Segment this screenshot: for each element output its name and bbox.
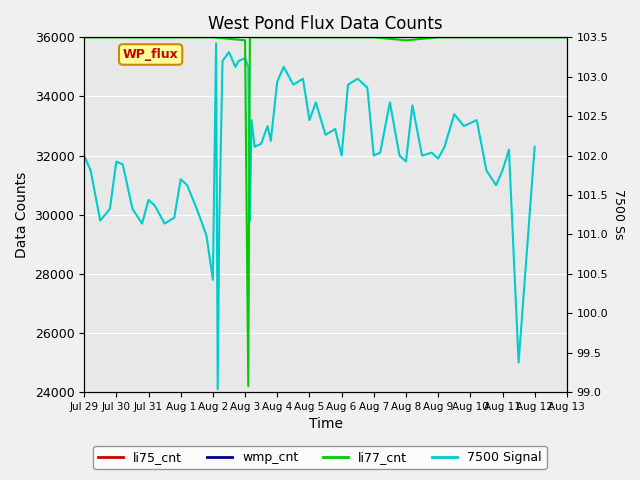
li77_cnt [435, 35, 442, 40]
li77_cnt [402, 37, 410, 43]
7500 Signal [531, 144, 538, 150]
li77_cnt [499, 35, 506, 40]
Text: WP_flux: WP_flux [123, 48, 179, 61]
7500 Signal [280, 64, 287, 70]
Y-axis label: 7500 Ss: 7500 Ss [612, 190, 625, 240]
li77_cnt [467, 35, 474, 40]
Legend: li75_cnt, wmp_cnt, li77_cnt, 7500 Signal: li75_cnt, wmp_cnt, li77_cnt, 7500 Signal [93, 446, 547, 469]
li77_cnt [241, 37, 249, 43]
li77_cnt [246, 35, 253, 40]
7500 Signal [354, 76, 362, 82]
Line: 7500 Signal: 7500 Signal [84, 43, 534, 389]
li77_cnt [113, 35, 120, 40]
li77_cnt [177, 35, 184, 40]
Y-axis label: Data Counts: Data Counts [15, 172, 29, 258]
7500 Signal [212, 40, 220, 46]
li77_cnt [563, 35, 571, 40]
li77_cnt [370, 35, 378, 40]
li77_cnt [338, 35, 346, 40]
li77_cnt [531, 35, 538, 40]
7500 Signal [364, 84, 371, 90]
li77_cnt [80, 35, 88, 40]
X-axis label: Time: Time [308, 418, 342, 432]
li77_cnt [244, 384, 252, 389]
7500 Signal [251, 144, 259, 150]
li77_cnt [273, 35, 281, 40]
Line: li77_cnt: li77_cnt [84, 37, 567, 386]
7500 Signal [214, 386, 221, 392]
li77_cnt [209, 35, 217, 40]
li77_cnt [305, 35, 313, 40]
7500 Signal [312, 99, 320, 105]
7500 Signal [80, 153, 88, 158]
7500 Signal [145, 197, 152, 203]
Title: West Pond Flux Data Counts: West Pond Flux Data Counts [208, 15, 443, 33]
li77_cnt [145, 35, 152, 40]
li77_cnt [257, 35, 265, 40]
